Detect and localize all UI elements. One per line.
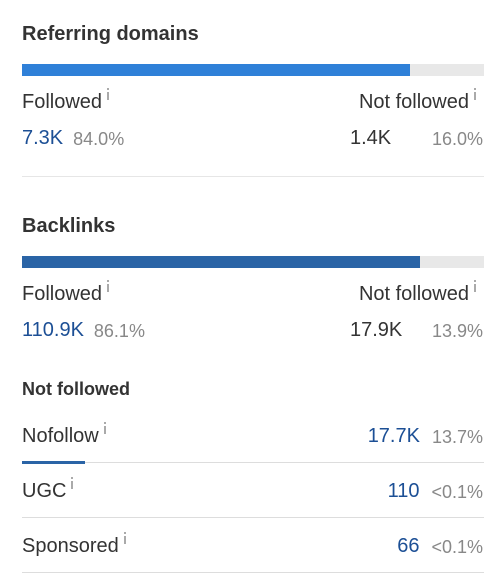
metric-value: 110	[387, 480, 420, 502]
progress-fill	[22, 64, 411, 76]
section-title: Backlinks	[22, 215, 116, 237]
divider	[22, 572, 484, 573]
metric-label: Nofollow	[22, 425, 99, 447]
metric-percent: <0.1%	[431, 482, 483, 502]
metric-label: Followed	[22, 283, 103, 305]
metric-value: 17.7K	[367, 425, 420, 447]
metric-percent: <0.1%	[431, 537, 483, 557]
metric-label: UGC	[22, 480, 67, 502]
info-icon[interactable]	[106, 88, 110, 100]
metric-value: 7.3K	[22, 127, 64, 149]
info-icon[interactable]	[70, 477, 74, 489]
divider	[22, 176, 484, 177]
metric-percent: 13.7%	[431, 427, 483, 447]
metric-label: Not followed	[358, 283, 469, 305]
info-icon[interactable]	[473, 280, 477, 292]
metric-label: Sponsored	[22, 535, 119, 557]
metric-value: 66	[397, 535, 420, 557]
divider	[22, 517, 484, 518]
active-underline	[22, 461, 85, 464]
section-title: Not followed	[22, 379, 130, 399]
info-icon[interactable]	[123, 532, 127, 544]
metric-percent: 84.0%	[73, 129, 125, 149]
metric-percent: 86.1%	[93, 321, 145, 341]
metric-value: 1.4K	[350, 127, 392, 149]
metric-value: 17.9K	[350, 319, 403, 341]
info-icon[interactable]	[106, 280, 110, 292]
metric-label: Not followed	[358, 91, 469, 113]
metric-percent: 13.9%	[431, 321, 483, 341]
metric-label: Followed	[22, 91, 103, 113]
progress-fill	[22, 256, 420, 268]
section-title: Referring domains	[22, 23, 199, 45]
info-icon[interactable]	[473, 88, 477, 100]
divider	[22, 462, 484, 463]
metric-value: 110.9K	[22, 319, 84, 341]
info-icon[interactable]	[103, 422, 107, 434]
metric-percent: 16.0%	[431, 129, 483, 149]
